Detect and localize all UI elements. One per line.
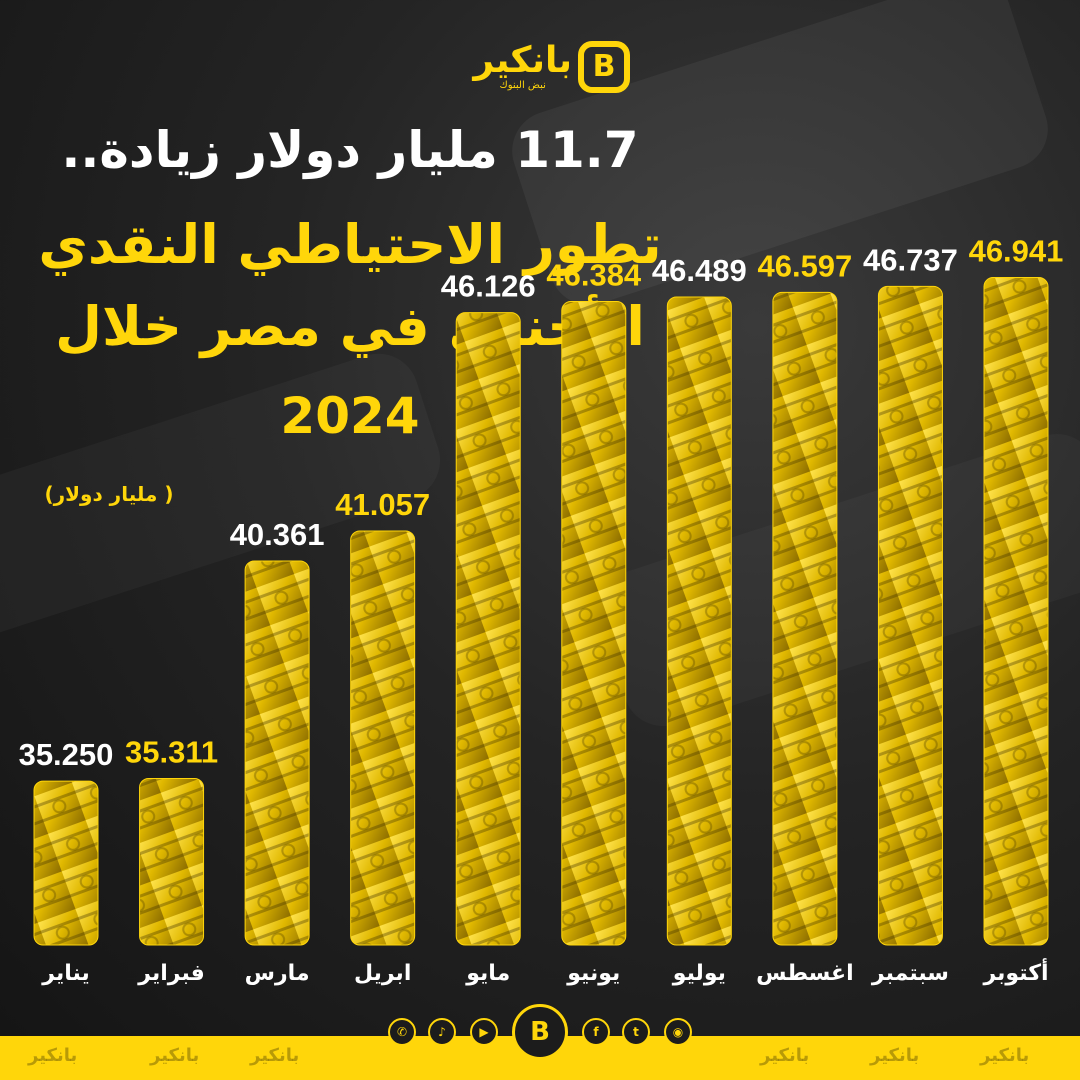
brand-logo: B بانكير نبض البنوك bbox=[450, 36, 630, 98]
month-label: ابريل bbox=[354, 961, 411, 986]
unit-label: ( مليار دولار) bbox=[44, 482, 174, 506]
bar-10 bbox=[983, 277, 1049, 946]
bar-8 bbox=[772, 291, 838, 946]
title-line-3: الأجنبي في مصر خلال bbox=[55, 295, 645, 358]
footer-logo: بانكير bbox=[760, 1045, 810, 1066]
brand-logo-text: بانكير نبض البنوك bbox=[473, 42, 572, 92]
title-year: 2024 bbox=[280, 387, 420, 445]
month-label: مايو bbox=[465, 961, 510, 986]
bar-6 bbox=[561, 301, 627, 946]
month-label: اغسطس bbox=[756, 961, 854, 986]
value-label: 46.597 bbox=[757, 248, 852, 283]
footer-logo: بانكير bbox=[28, 1045, 78, 1066]
brand-name: بانكير bbox=[473, 40, 572, 81]
value-label: 40.361 bbox=[230, 517, 325, 552]
value-label: 46.126 bbox=[441, 269, 536, 304]
facebook-icon[interactable]: f bbox=[582, 1018, 610, 1046]
brand-logo-mark: B bbox=[578, 41, 630, 93]
tiktok-icon[interactable]: ♪ bbox=[428, 1018, 456, 1046]
headline: 11.7 مليار دولار زيادة.. bbox=[61, 121, 639, 179]
footer-logo: بانكير bbox=[980, 1045, 1030, 1066]
youtube-icon[interactable]: ▶ bbox=[470, 1018, 498, 1046]
month-label: يونيو bbox=[566, 961, 620, 986]
twitter-icon[interactable]: t bbox=[622, 1018, 650, 1046]
footer-logo: بانكير bbox=[150, 1045, 200, 1066]
month-label: يناير bbox=[41, 961, 89, 986]
value-label: 41.057 bbox=[335, 487, 430, 522]
month-label: سبتمبر bbox=[871, 961, 949, 986]
whatsapp-icon[interactable]: ✆ bbox=[388, 1018, 416, 1046]
month-label: فبراير bbox=[137, 961, 205, 986]
bar-5 bbox=[455, 312, 521, 946]
month-label: يوليو bbox=[672, 961, 726, 986]
bar-9 bbox=[877, 285, 943, 946]
bar-7 bbox=[666, 296, 732, 946]
bar-2 bbox=[139, 778, 205, 946]
value-label: 35.250 bbox=[19, 737, 114, 772]
social-links: ✆ ♪ ▶ B f t ◉ bbox=[388, 1004, 692, 1070]
brand-icon-button[interactable]: B bbox=[512, 1004, 568, 1060]
bar-1 bbox=[33, 780, 99, 946]
bar-3 bbox=[244, 560, 310, 946]
bar-4 bbox=[350, 530, 416, 946]
instagram-icon[interactable]: ◉ bbox=[664, 1018, 692, 1046]
brand-tagline: نبض البنوك bbox=[499, 80, 546, 91]
value-label: 46.384 bbox=[546, 258, 642, 293]
value-label: 46.489 bbox=[652, 253, 747, 288]
title-line-2: تطور الاحتياطي النقدي bbox=[38, 213, 662, 276]
month-label: مارس bbox=[245, 961, 310, 986]
footer-logo: بانكير bbox=[870, 1045, 920, 1066]
value-label: 35.311 bbox=[125, 735, 218, 770]
month-label: أكتوبر bbox=[982, 957, 1048, 986]
value-label: 46.941 bbox=[969, 234, 1064, 269]
footer-logo: بانكير bbox=[250, 1045, 300, 1066]
value-label: 46.737 bbox=[863, 242, 958, 277]
